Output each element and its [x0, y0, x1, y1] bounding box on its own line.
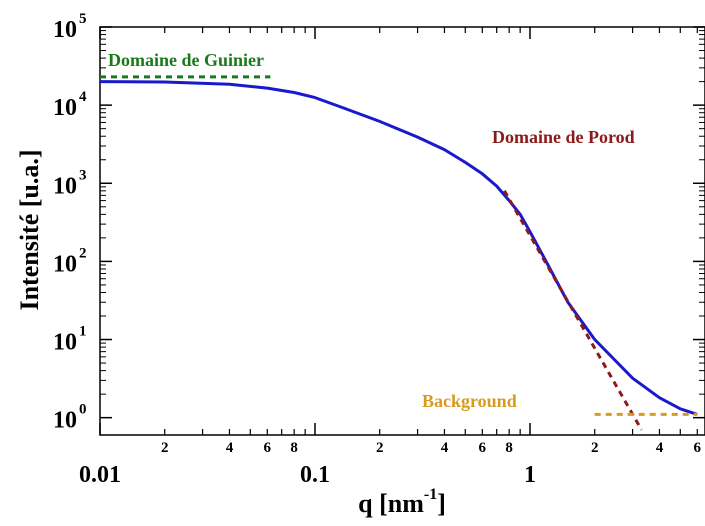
- x-minor-tick-label: 2: [591, 440, 599, 456]
- annotation-porod: Domaine de Porod: [492, 127, 635, 147]
- x-major-tick-label: 0.1: [300, 462, 330, 488]
- porod-fit-line: [503, 190, 643, 431]
- x-minor-tick-label: 6: [264, 440, 272, 456]
- y-tick-label: 10 5: [53, 11, 87, 43]
- y-axis-label: Intensité [u.a.]: [15, 149, 44, 310]
- x-axis-label: q [nm-1]: [358, 486, 446, 518]
- plot-frame: [99, 26, 705, 436]
- x-minor-tick-label: 4: [441, 440, 449, 456]
- x-minor-tick-label: 4: [656, 440, 664, 456]
- y-tick-label: 10 1: [53, 324, 87, 356]
- x-minor-tick-label: 6: [479, 440, 487, 456]
- x-minor-tick-label: 8: [505, 440, 513, 456]
- x-minor-tick-label: 8: [290, 440, 298, 456]
- x-minor-tick-label: 6: [694, 440, 702, 456]
- x-axis-ticks: 0.01 0.1 1 2 4 6 8 2 4 6 8 2 4 6: [79, 27, 702, 488]
- x-minor-tick-label: 4: [226, 440, 234, 456]
- x-minor-tick-label: 2: [161, 440, 169, 456]
- x-major-tick-label: 1: [524, 462, 536, 488]
- annotation-guinier: Domaine de Guinier: [108, 50, 264, 70]
- y-tick-label: 10 0: [53, 402, 87, 434]
- series-layer: [99, 75, 698, 431]
- x-minor-tick-label: 2: [376, 440, 384, 456]
- x-major-tick-label: 0.01: [79, 462, 121, 488]
- y-tick-label: 10 4: [53, 89, 87, 121]
- y-tick-label: 10 2: [53, 245, 87, 277]
- annotation-background: Background: [422, 391, 517, 411]
- y-tick-label: 10 3: [53, 167, 87, 199]
- scattering-curve: [99, 80, 698, 416]
